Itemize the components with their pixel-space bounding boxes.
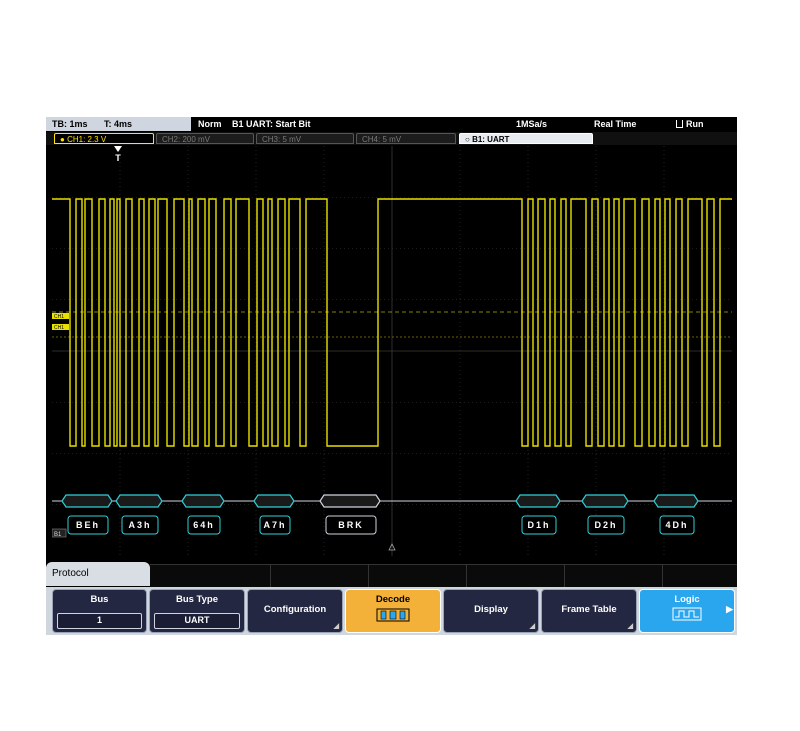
oscilloscope-screen: TB: 1ms T: 4ms Norm B1 UART: Start Bit 1… (46, 117, 737, 635)
tab-b1-label: B1: UART (472, 135, 510, 144)
decode-value: A7h (263, 520, 286, 530)
decode-icon (376, 608, 410, 622)
run-status[interactable]: Run (676, 117, 704, 131)
corner-icon: ◢ (333, 623, 339, 630)
decode-frame[interactable] (515, 494, 561, 508)
decode-value: BRK (338, 520, 364, 530)
sample-rate: 1MSa/s (516, 119, 548, 129)
display-label: Display (474, 604, 508, 615)
tab-ch1[interactable]: ● CH1: 2.3 V (54, 133, 154, 144)
decode-value: BEh (76, 520, 100, 530)
decode-value: D2h (594, 520, 617, 530)
decode-value-box[interactable] (67, 515, 109, 535)
decode-value-box[interactable] (325, 515, 377, 535)
bus-decode: BEh A3h 64h A7h BRK D1h D2h 4Dh (52, 494, 732, 535)
decode-value: 4Dh (665, 520, 688, 530)
tab-ch2-label: CH2: 200 mV (162, 135, 211, 144)
decode-value-box[interactable] (259, 515, 291, 535)
decode-frame[interactable] (115, 494, 163, 508)
status-bar: TB: 1ms T: 4ms Norm B1 UART: Start Bit 1… (46, 117, 737, 131)
trigger-marker[interactable]: T (114, 146, 122, 163)
decode-value-box[interactable] (659, 515, 695, 535)
tab-ch4-label: CH4: 5 mV (362, 135, 402, 144)
decode-frame[interactable] (319, 494, 381, 508)
decode-frame[interactable] (61, 494, 113, 508)
decode-value: 64h (193, 520, 215, 530)
ch-marker-b-label: CH1 (54, 325, 64, 331)
trigger-source[interactable]: B1 UART: Start Bit (232, 119, 311, 129)
bus-value: 1 (57, 613, 142, 629)
decode-button[interactable]: Decode (345, 589, 441, 633)
position-marker-icon (388, 543, 396, 551)
configuration-button[interactable]: Configuration ◢ (247, 589, 343, 633)
bus-type-label: Bus Type (175, 594, 219, 605)
tab-protocol[interactable]: Protocol (46, 562, 150, 586)
logic-label: Logic (674, 594, 700, 605)
trigger-time: T: 4ms (104, 119, 133, 129)
configuration-label: Configuration (263, 604, 327, 615)
decode-frame[interactable] (253, 494, 295, 508)
decode-value-box[interactable] (187, 515, 221, 535)
decode-frame[interactable] (581, 494, 629, 508)
frame-table-label: Frame Table (561, 604, 617, 615)
ch-marker-a-label: CH1 (54, 314, 64, 320)
bus-type-button[interactable]: Bus Type UART (149, 589, 245, 633)
circle-icon: ○ (465, 135, 473, 144)
tab-ch2[interactable]: CH2: 200 mV (156, 133, 254, 144)
display-button[interactable]: Display ◢ (443, 589, 539, 633)
decode-value-box[interactable] (121, 515, 159, 535)
trigger-mode[interactable]: Norm (198, 119, 222, 129)
tab-ch3-label: CH3: 5 mV (262, 135, 302, 144)
bus-marker-label: B1 (54, 532, 62, 538)
ch-marker-a[interactable] (52, 313, 69, 319)
trigger-arrow-icon (114, 146, 122, 152)
decode-frame[interactable] (653, 494, 699, 508)
ch1-trace (52, 198, 732, 447)
channel-markers: CH1 CH1 (52, 313, 69, 331)
frame-table-button[interactable]: Frame Table ◢ (541, 589, 637, 633)
arrow-right-icon: ▶ (726, 604, 733, 614)
tab-ch3[interactable]: CH3: 5 mV (256, 133, 354, 144)
decode-value: A3h (128, 520, 151, 530)
run-icon (676, 120, 683, 128)
bus-label: Bus (90, 594, 109, 605)
decode-value: D1h (527, 520, 550, 530)
timebase-box[interactable]: TB: 1ms T: 4ms (46, 117, 191, 131)
logic-button[interactable]: Logic ▶ (639, 589, 735, 633)
ch-marker-b[interactable] (52, 324, 69, 330)
channel-tabs: ● CH1: 2.3 V CH2: 200 mV CH3: 5 mV CH4: … (46, 132, 737, 145)
corner-icon: ◢ (529, 623, 535, 630)
menu-strip (150, 564, 737, 587)
decode-frame[interactable] (181, 494, 225, 508)
tab-ch4[interactable]: CH4: 5 mV (356, 133, 456, 144)
decode-value-box[interactable] (587, 515, 625, 535)
trigger-label: T (115, 153, 121, 163)
tab-ch1-label: CH1: 2.3 V (67, 135, 107, 144)
tab-protocol-label: Protocol (52, 568, 89, 579)
decode-value-box[interactable] (521, 515, 557, 535)
dot-icon: ● (60, 135, 68, 144)
bus-type-value: UART (154, 613, 240, 629)
timebase: TB: 1ms (52, 119, 88, 129)
corner-icon: ◢ (627, 623, 633, 630)
softkey-bar: Bus 1 Bus Type UART Configuration ◢ Deco… (46, 587, 737, 635)
acquisition-mode: Real Time (594, 119, 637, 129)
bus-button[interactable]: Bus 1 (52, 589, 147, 633)
logic-icon (672, 607, 702, 621)
run-label: Run (686, 119, 704, 129)
bus-marker: B1 (52, 528, 67, 538)
decode-label: Decode (375, 594, 411, 605)
tab-b1[interactable]: ○ B1: UART (459, 133, 593, 144)
waveform-plot[interactable]: T CH1 CH1 BEh A3h 64h A7h BRK D1h D2h 4Dh B1 (52, 146, 732, 556)
